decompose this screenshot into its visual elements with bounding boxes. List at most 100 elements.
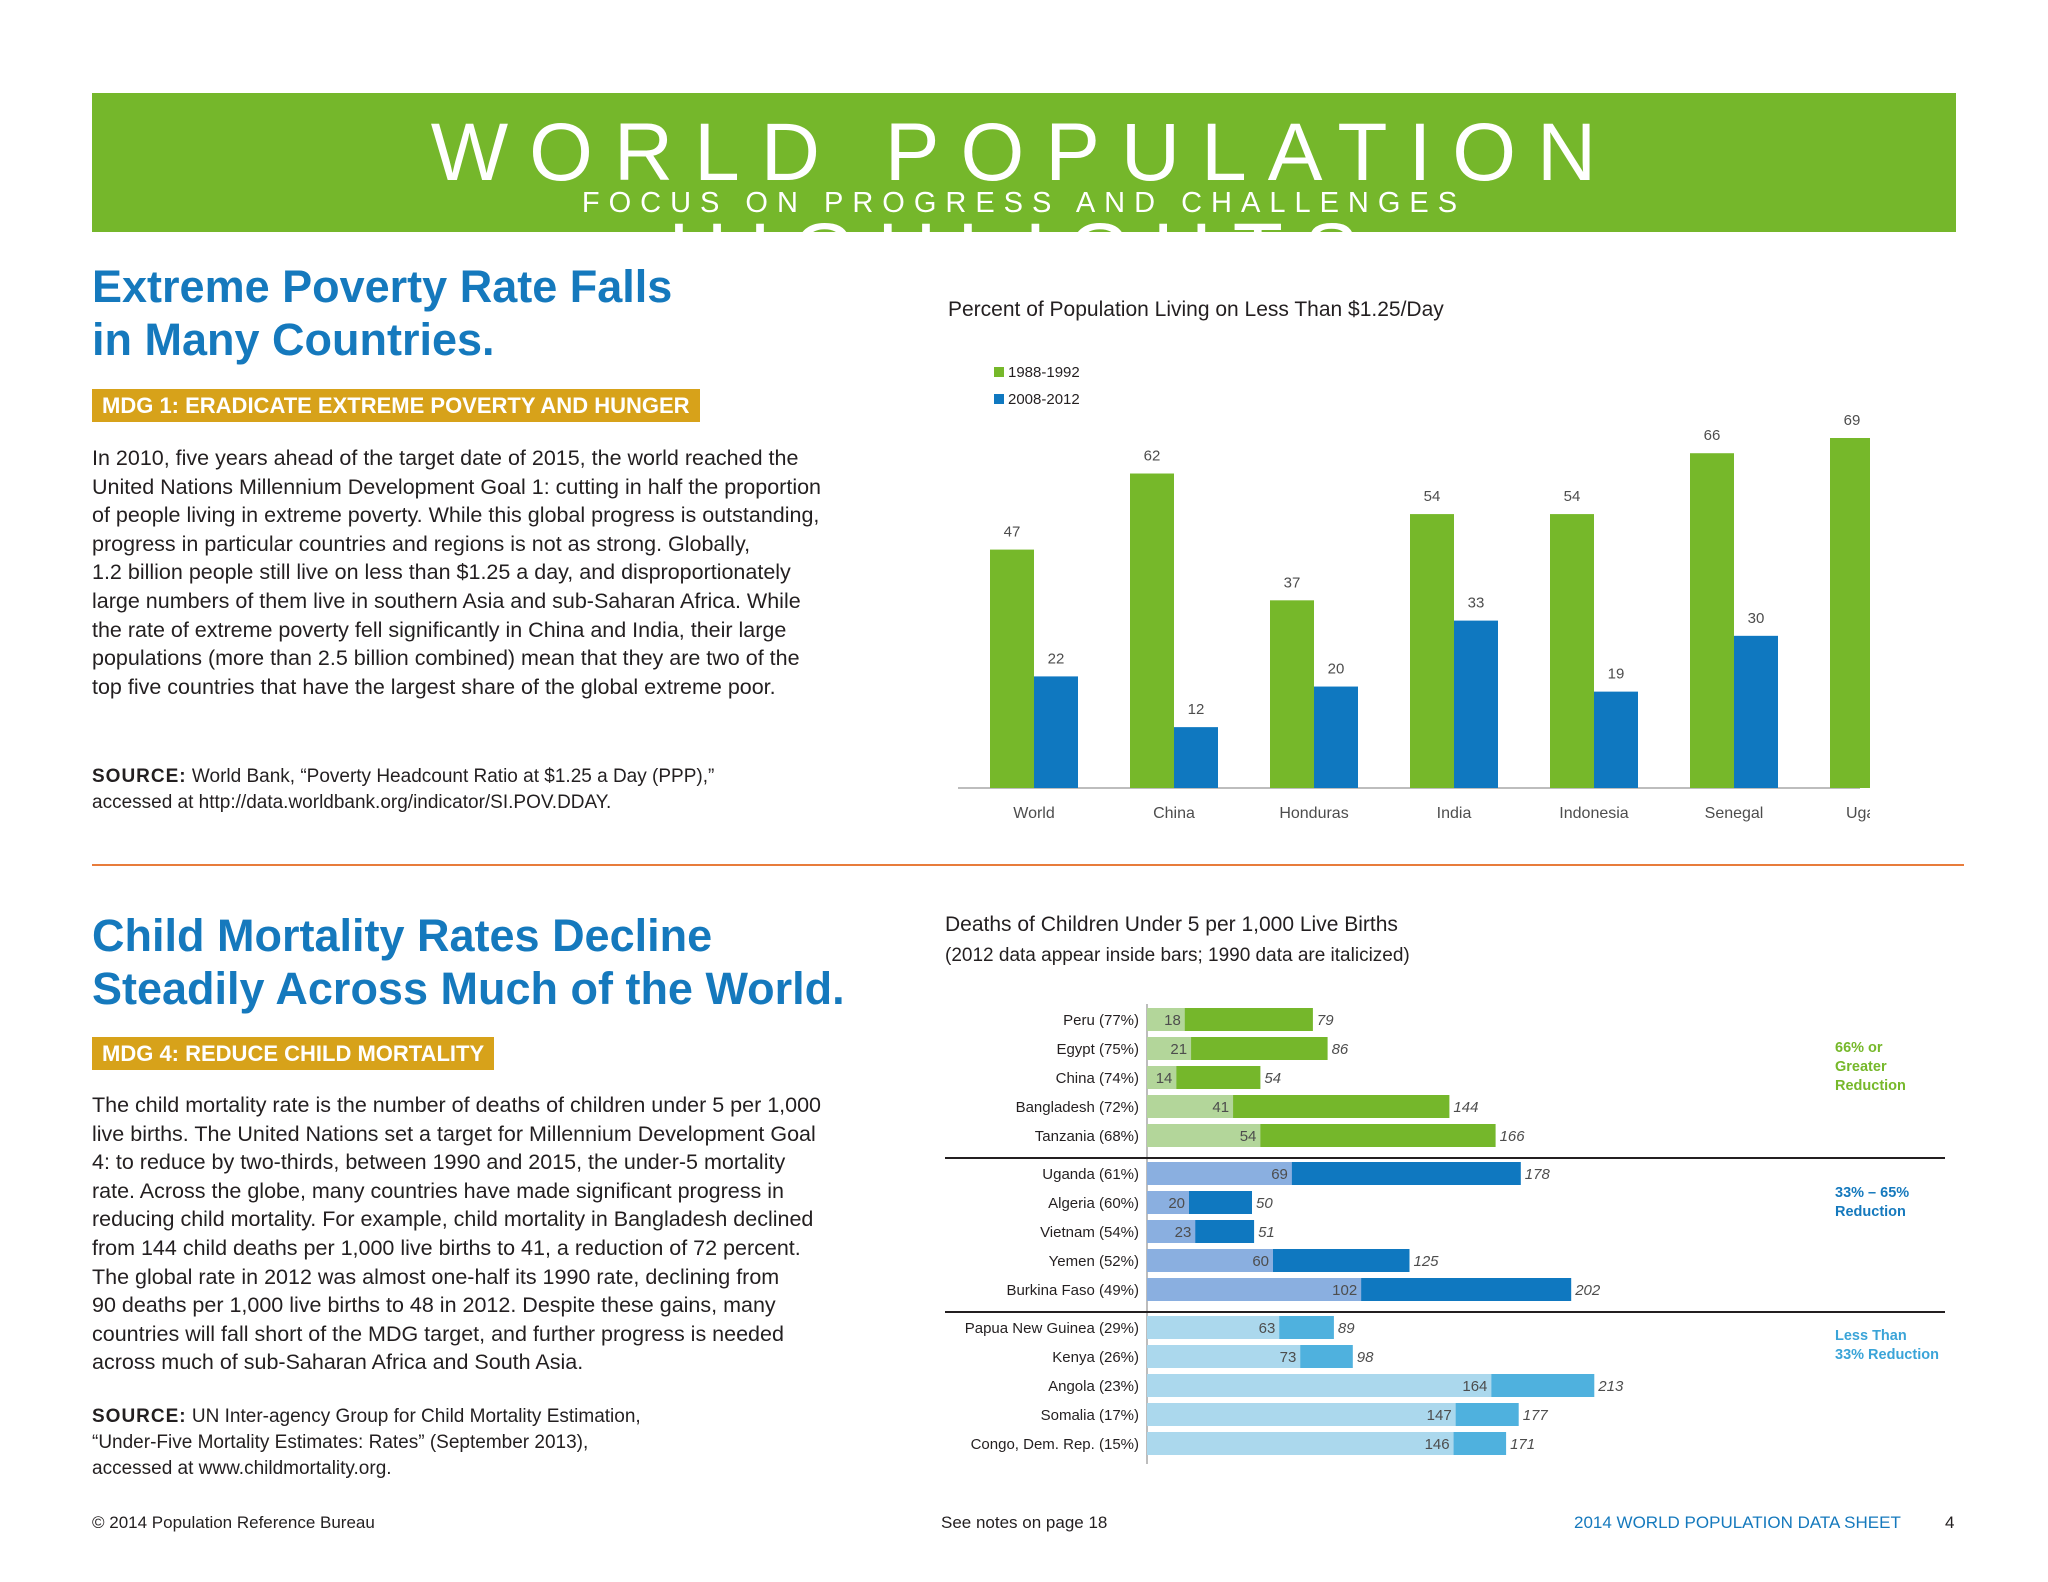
category-label: Burkina Faso (49%): [1006, 1282, 1139, 1299]
category-label: Papua New Guinea (29%): [965, 1320, 1139, 1337]
category-label: Tanzania (68%): [1035, 1128, 1139, 1145]
data-label-2012: 23: [1175, 1224, 1192, 1241]
x-tick-label: China: [1153, 805, 1195, 822]
bar: [990, 549, 1034, 788]
data-label-1990: 171: [1510, 1436, 1535, 1453]
data-label-1990: 51: [1258, 1224, 1275, 1241]
body-line: The global rate in 2012 was almost one-h…: [92, 1264, 780, 1289]
header-banner: WORLD POPULATION HIGHLIGHTS FOCUS ON PRO…: [92, 93, 1956, 298]
section1-headline: Extreme Poverty Rate Falls in Many Count…: [92, 260, 672, 366]
x-tick-label: Uganda: [1846, 805, 1870, 822]
category-label: Congo, Dem. Rep. (15%): [971, 1436, 1139, 1453]
section2-headline-line2: Steadily Across Much of the World.: [92, 963, 845, 1014]
bar-2012: [1147, 1124, 1261, 1147]
source-label: SOURCE:: [92, 766, 187, 787]
bar: [1034, 676, 1078, 788]
page-title: WORLD POPULATION HIGHLIGHTS: [430, 107, 1618, 298]
section1-headline-line1: Extreme Poverty Rate Falls: [92, 261, 673, 312]
data-label-2012: 69: [1271, 1166, 1288, 1183]
legend-label: 1988-1992: [1008, 364, 1080, 381]
bar-2012: [1147, 1095, 1234, 1118]
category-label: Angola (23%): [1048, 1378, 1139, 1395]
body-line: from 144 child deaths per 1,000 live bir…: [92, 1235, 801, 1260]
group-label: Reduction: [1835, 1078, 1906, 1094]
body-line: the rate of extreme poverty fell signifi…: [92, 617, 787, 642]
group-label: 66% or: [1835, 1040, 1883, 1056]
data-label-1990: 166: [1500, 1128, 1526, 1145]
mortality-bar-chart: 18 79 Peru (77%) 21 86 Egypt (75%) 14 54 China (…: [945, 1004, 1945, 1464]
data-label-1990: 144: [1453, 1099, 1478, 1116]
source-line: UN Inter-agency Group for Child Mortalit…: [191, 1406, 641, 1427]
body-line: In 2010, five years ahead of the target …: [92, 446, 799, 470]
data-label-1990: 98: [1357, 1349, 1374, 1366]
bar-2012: [1147, 1191, 1189, 1214]
source-line: World Bank, “Poverty Headcount Ratio at …: [191, 766, 715, 787]
mdg4-badge: MDG 4: REDUCE CHILD MORTALITY: [92, 1037, 495, 1070]
group-label: 33% – 65%: [1835, 1185, 1909, 1201]
x-tick-label: Indonesia: [1559, 805, 1628, 822]
section1-body: In 2010, five years ahead of the target …: [92, 444, 892, 701]
body-line: The child mortality rate is the number o…: [92, 1093, 822, 1117]
source-line: accessed at http://data.worldbank.org/in…: [92, 792, 612, 813]
body-line: across much of sub-Saharan Africa and So…: [92, 1350, 584, 1375]
section1-source: SOURCE: World Bank, “Poverty Headcount R…: [92, 764, 892, 816]
data-label-1990: 202: [1574, 1282, 1601, 1299]
data-label: 20: [1328, 661, 1345, 678]
x-tick-label: Honduras: [1279, 805, 1348, 822]
legend-swatch: [994, 394, 1004, 404]
bar-2012: [1147, 1374, 1492, 1397]
mdg1-badge: MDG 1: ERADICATE EXTREME POVERTY AND HUN…: [92, 389, 700, 422]
data-label-1990: 54: [1264, 1070, 1281, 1087]
body-line: of people living in extreme poverty. Whi…: [92, 503, 820, 528]
data-label-2012: 147: [1427, 1407, 1452, 1424]
section2-body: The child mortality rate is the number o…: [92, 1091, 892, 1377]
data-label: 66: [1704, 427, 1721, 444]
footer-publication: 2014 WORLD POPULATION DATA SHEET: [1574, 1513, 1901, 1532]
body-line: live births. The United Nations set a ta…: [92, 1121, 816, 1146]
data-label-2012: 14: [1156, 1070, 1173, 1087]
data-label-1990: 213: [1597, 1378, 1624, 1395]
category-label: Algeria (60%): [1048, 1195, 1139, 1212]
body-line: 4: to reduce by two-thirds, between 1990…: [92, 1150, 786, 1175]
body-line: top five countries that have the largest…: [92, 674, 776, 699]
bar: [1594, 691, 1638, 788]
bar: [1690, 453, 1734, 788]
bar-2012: [1147, 1403, 1456, 1426]
data-label: 22: [1048, 650, 1065, 667]
data-label: 30: [1748, 610, 1765, 627]
x-tick-label: Senegal: [1705, 805, 1764, 822]
category-label: Yemen (52%): [1049, 1253, 1139, 1270]
group-label: Reduction: [1835, 1204, 1906, 1220]
data-label-1990: 89: [1338, 1320, 1355, 1337]
footer-page-number: 4: [1945, 1513, 1955, 1532]
data-label-2012: 63: [1259, 1320, 1276, 1337]
data-label: 69: [1844, 412, 1861, 429]
bar-2012: [1147, 1220, 1196, 1243]
data-label-2012: 54: [1240, 1128, 1257, 1145]
bar: [1830, 438, 1870, 788]
bar: [1734, 635, 1778, 788]
group-label: 33% Reduction: [1835, 1347, 1939, 1363]
data-label: 37: [1284, 574, 1301, 591]
bar-2012: [1147, 1249, 1273, 1272]
body-line: rate. Across the globe, many countries h…: [92, 1178, 784, 1203]
mortality-chart-subtitle: (2012 data appear inside bars; 1990 data…: [945, 945, 1410, 966]
data-label: 62: [1144, 448, 1161, 465]
bar-2012: [1147, 1162, 1292, 1185]
data-label-2012: 18: [1164, 1012, 1181, 1029]
source-line: accessed at www.childmortality.org.: [92, 1458, 392, 1479]
data-label-2012: 73: [1280, 1349, 1297, 1366]
bar-2012: [1147, 1066, 1177, 1089]
source-label: SOURCE:: [92, 1406, 187, 1427]
bar-2012: [1147, 1316, 1280, 1339]
data-label-1990: 50: [1256, 1195, 1273, 1212]
bar-2012: [1147, 1008, 1185, 1031]
data-label-1990: 125: [1414, 1253, 1440, 1270]
data-label: 47: [1004, 524, 1021, 541]
bar-2012: [1147, 1037, 1192, 1060]
data-label-2012: 41: [1212, 1099, 1229, 1116]
bar: [1270, 600, 1314, 788]
bar-2012: [1147, 1345, 1301, 1368]
mortality-chart-title: Deaths of Children Under 5 per 1,000 Liv…: [945, 913, 1398, 936]
data-label-2012: 102: [1332, 1282, 1357, 1299]
